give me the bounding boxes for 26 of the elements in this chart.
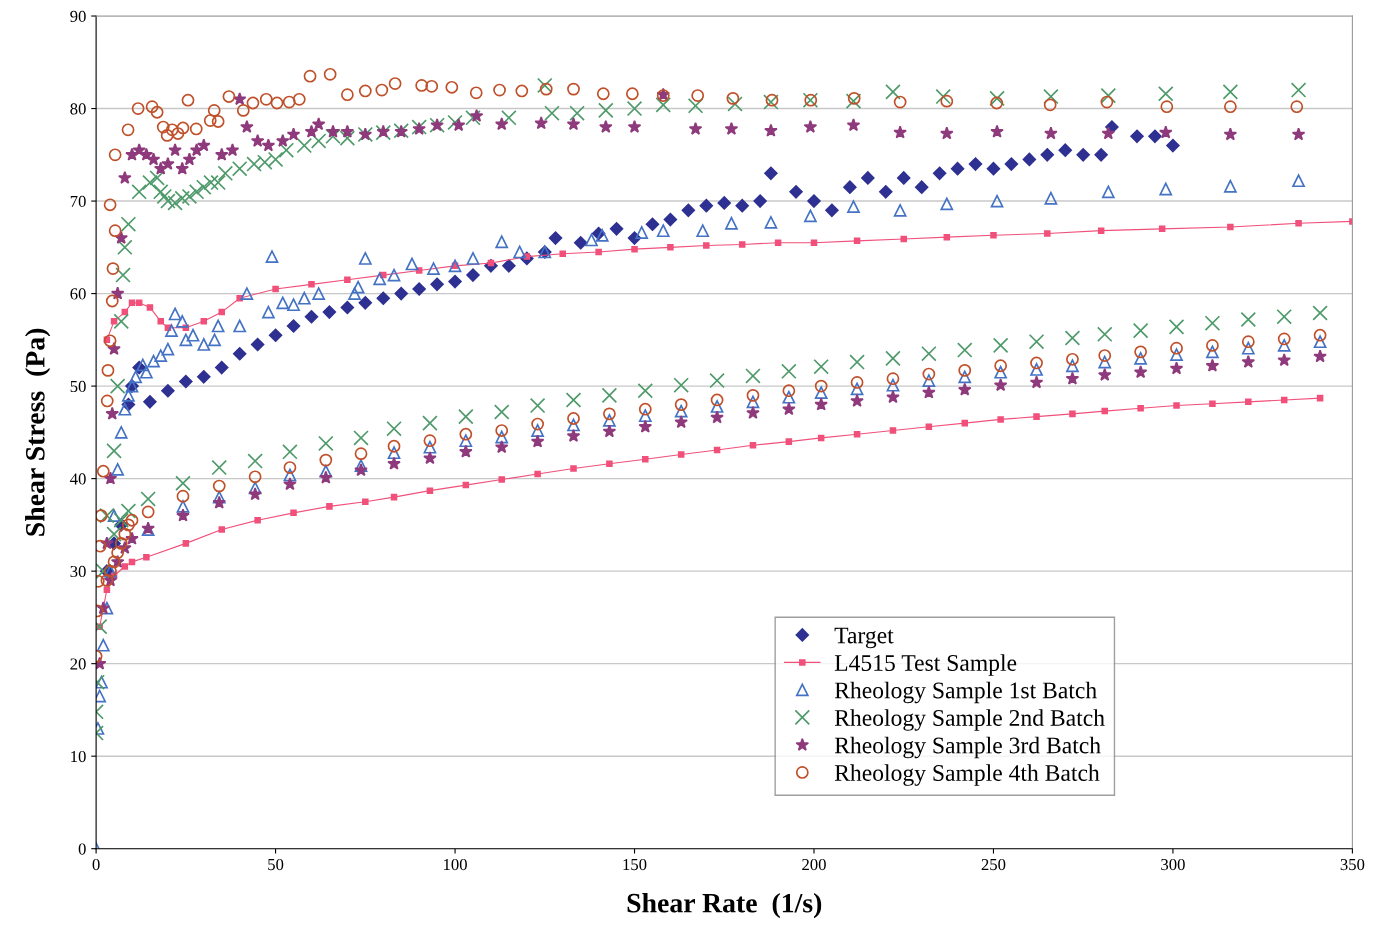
y-tick-label: 60	[70, 288, 86, 300]
y-tick-label: 70	[70, 195, 86, 208]
y-tick-label: 40	[70, 473, 86, 485]
legend-label: Rheology Sample 4th Batch	[834, 764, 1100, 786]
x-tick-label: 50	[268, 858, 284, 871]
y-tick-label: 90	[70, 10, 86, 22]
legend-label: Rheology Sample 1st Batch	[834, 681, 1097, 704]
legend-label: Target	[834, 627, 894, 649]
x-tick-label: 0	[92, 858, 100, 871]
y-tick-label: 20	[70, 658, 86, 670]
y-axis-title: Shear Stress (Pa)	[25, 328, 51, 536]
legend-label: Rheology Sample 2nd Batch	[834, 709, 1105, 731]
y-tick-label: 30	[70, 565, 86, 578]
x-tick-label: 350	[1340, 858, 1365, 871]
x-tick-label: 250	[981, 858, 1006, 871]
legend-label: L4515 Test Sample	[834, 654, 1017, 676]
y-tick-label: 80	[70, 103, 86, 115]
x-tick-label: 300	[1161, 858, 1185, 871]
y-tick-label: 50	[70, 380, 86, 393]
x-axis-title: Shear Rate (1/s)	[627, 892, 822, 919]
legend-label: Rheology Sample 3rd Batch	[834, 736, 1101, 759]
x-tick-label: 100	[444, 858, 467, 871]
x-tick-label: 150	[623, 858, 647, 871]
y-tick-label: 0	[78, 843, 86, 855]
y-tick-label: 10	[71, 750, 86, 763]
x-tick-label: 200	[802, 858, 826, 871]
